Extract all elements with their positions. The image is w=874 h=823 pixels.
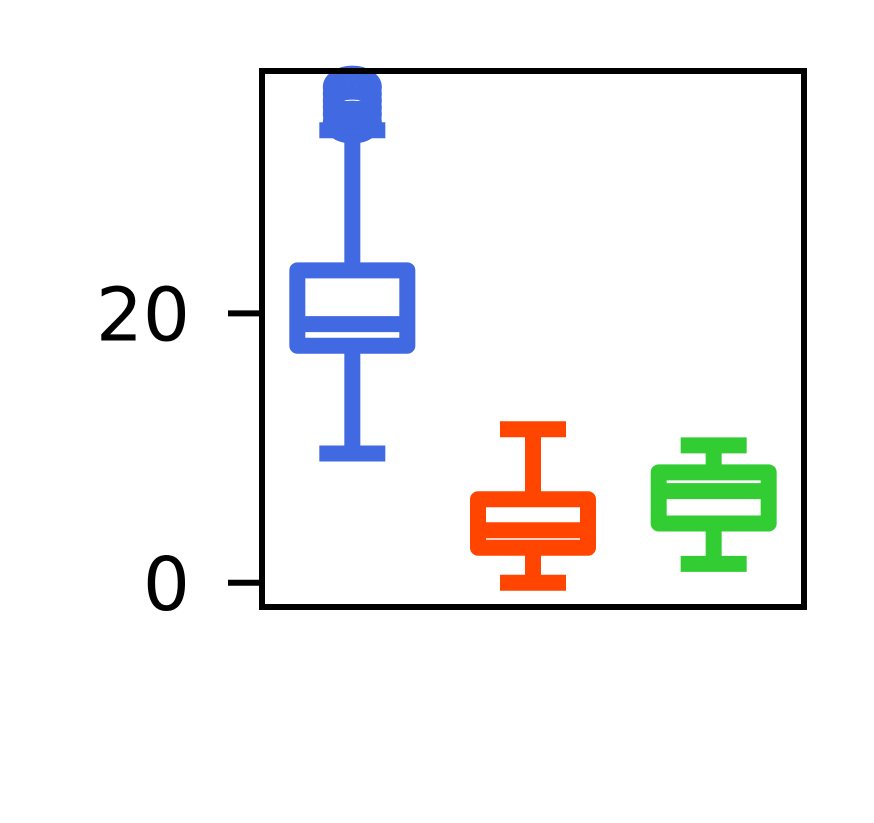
y-tick-label: 20 xyxy=(96,272,190,358)
plot-frame xyxy=(259,68,807,610)
y-axis: 0 20 xyxy=(96,272,262,628)
box-plot-series xyxy=(289,65,777,591)
y-tick-label: 0 xyxy=(143,542,190,628)
box-iqr xyxy=(289,262,416,354)
